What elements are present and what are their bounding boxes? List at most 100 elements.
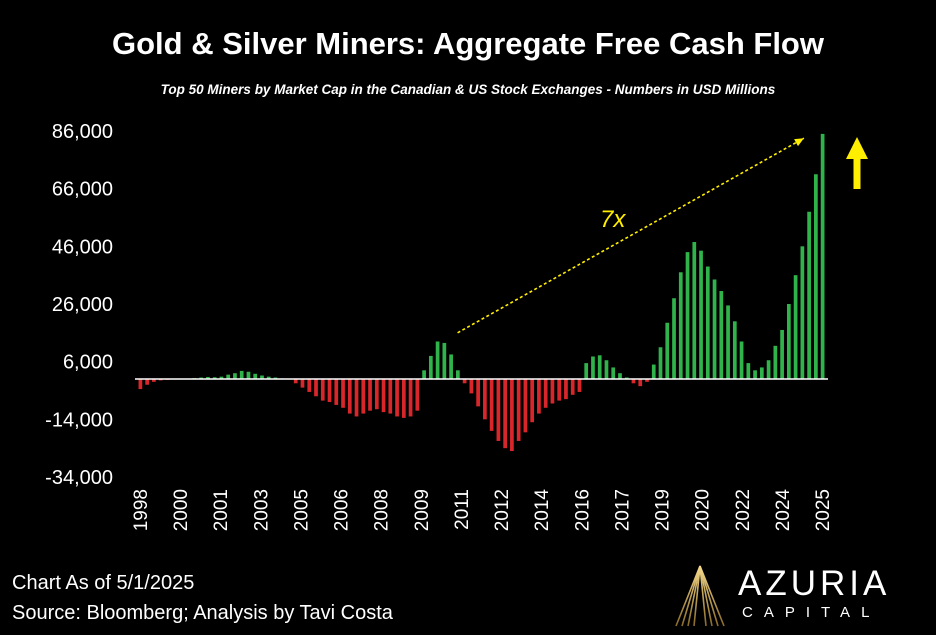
chart-source-note: Source: Bloomberg; Analysis by Tavi Cost… <box>12 602 393 624</box>
bar <box>510 378 514 452</box>
bar <box>645 378 649 382</box>
bar <box>537 378 541 414</box>
bar <box>233 373 237 379</box>
up-arrow-head <box>846 137 868 159</box>
bar <box>246 371 251 379</box>
bar <box>388 378 393 414</box>
bar <box>489 378 494 431</box>
bar <box>327 378 332 403</box>
bar <box>658 347 663 379</box>
bar <box>152 378 156 382</box>
bar <box>374 378 379 410</box>
bar <box>597 355 602 379</box>
bar <box>307 378 312 392</box>
bar <box>483 378 487 420</box>
bar <box>692 242 697 379</box>
bar <box>435 341 440 379</box>
bar <box>557 378 562 401</box>
bar <box>449 354 453 379</box>
bar <box>300 378 305 388</box>
bar <box>719 291 724 379</box>
x-tick-label: 2000 <box>171 489 192 531</box>
x-tick-label: 2005 <box>292 489 313 531</box>
bar <box>651 364 656 379</box>
y-tick-label: -34,000 <box>45 467 113 489</box>
bar <box>293 378 298 384</box>
bar <box>456 370 460 379</box>
bar <box>746 363 751 379</box>
up-arrow-icon <box>846 137 868 189</box>
bar <box>219 376 224 379</box>
trend-arrowhead <box>794 138 804 147</box>
bar <box>766 360 771 379</box>
bar <box>543 378 548 408</box>
y-tick-label: 66,000 <box>52 179 113 201</box>
x-tick-label: 2019 <box>653 489 674 531</box>
logo-rays-icon <box>675 565 725 627</box>
x-axis-tick-labels: 1998 2000 2001 2003 2005 2006 2008 2009 2011 2012… <box>131 489 834 532</box>
bar <box>442 342 447 379</box>
x-tick-label: 2024 <box>773 489 794 532</box>
bar-series <box>138 133 825 452</box>
chart-date-note: Chart As of 5/1/2025 <box>12 572 195 594</box>
x-tick-label: 1998 <box>131 489 152 531</box>
bar <box>759 367 764 379</box>
x-tick-label: 2011 <box>452 489 473 530</box>
bar-chart: 86,000 66,000 46,000 26,000 6,000 -14,000 -34,… <box>45 121 868 532</box>
azuria-logo: AZURIA CAPITAL <box>668 560 928 630</box>
bar <box>401 378 406 418</box>
bar <box>462 378 467 384</box>
bar <box>320 378 325 401</box>
bar <box>678 272 683 379</box>
trend-dashed-line <box>457 137 805 334</box>
bar <box>550 378 555 404</box>
bar <box>334 378 339 405</box>
bar <box>354 378 359 417</box>
bar <box>699 250 703 379</box>
bar <box>638 378 643 387</box>
bar <box>347 378 352 414</box>
x-tick-label: 2020 <box>693 489 714 531</box>
x-tick-label: 2017 <box>612 489 633 531</box>
bar <box>503 378 507 449</box>
bar <box>415 378 420 411</box>
x-tick-label: 2003 <box>251 489 272 531</box>
bar <box>807 211 811 379</box>
bar <box>672 298 676 379</box>
bar <box>341 378 345 408</box>
bar <box>422 370 426 379</box>
bar <box>212 377 217 379</box>
bar <box>584 363 589 379</box>
bar <box>611 367 616 379</box>
bar <box>476 378 480 407</box>
y-tick-label: 26,000 <box>52 294 113 316</box>
logo-wordmark: AZURIA <box>738 564 891 603</box>
bar <box>206 376 210 379</box>
x-tick-label: 2009 <box>412 489 433 531</box>
bar <box>786 304 791 379</box>
x-tick-label: 2022 <box>733 489 754 531</box>
bar <box>564 378 568 400</box>
x-tick-label: 2012 <box>492 489 513 531</box>
bar <box>618 373 622 379</box>
bar <box>523 378 528 433</box>
bar <box>239 370 244 379</box>
x-tick-label: 2008 <box>372 489 393 531</box>
bar <box>368 378 372 411</box>
x-tick-label: 2006 <box>332 489 353 531</box>
bar <box>145 378 149 385</box>
bar <box>739 341 744 379</box>
y-tick-label: 86,000 <box>52 121 113 143</box>
bar <box>226 374 231 379</box>
bar <box>253 373 258 379</box>
y-tick-label: 6,000 <box>63 352 113 374</box>
bar <box>780 329 784 379</box>
bar <box>314 378 318 397</box>
bar <box>408 378 413 417</box>
chart-subtitle: Top 50 Miners by Market Cap in the Canad… <box>160 82 776 97</box>
bar <box>753 370 757 379</box>
chart-title: Gold & Silver Miners: Aggregate Free Cas… <box>111 26 824 61</box>
bar <box>712 279 717 379</box>
bar <box>530 378 535 423</box>
bar <box>381 378 386 413</box>
